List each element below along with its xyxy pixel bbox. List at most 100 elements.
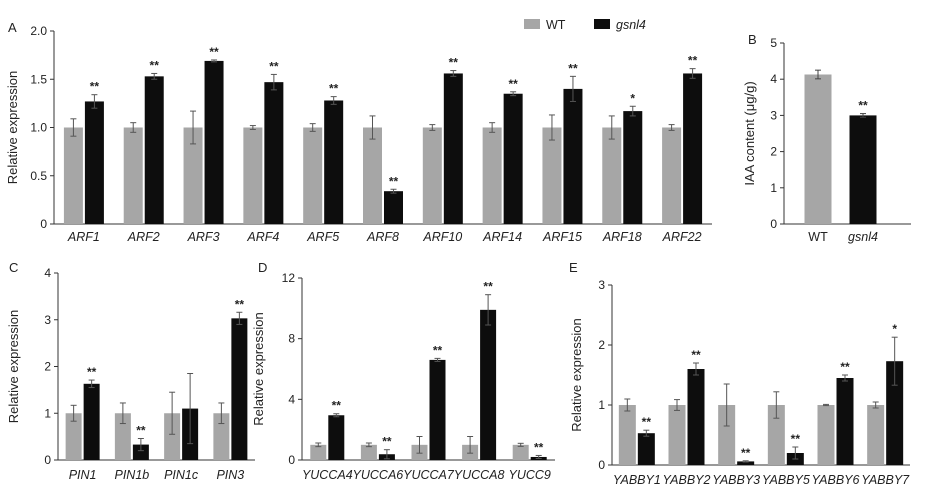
significance-label: ** <box>269 59 279 73</box>
panel-e: E 0 1 2 3 Relative expression ** YABBY1 ** YABBY2… <box>569 260 910 487</box>
panel-label: C <box>9 260 18 275</box>
bar-gsnl4 <box>637 433 655 465</box>
significance-label: ** <box>642 415 652 429</box>
bar-gsnl4 <box>836 378 854 465</box>
significance-label: ** <box>858 99 868 113</box>
category-label: YUCC9 <box>509 468 551 482</box>
bar-wt <box>310 444 327 460</box>
significance-label: ** <box>483 280 493 294</box>
category-label: ARF3 <box>187 230 220 244</box>
significance-label: ** <box>235 297 245 311</box>
y-tick-label: 1 <box>598 398 605 412</box>
y-tick-label: 2 <box>770 145 777 159</box>
y-tick-label: 1 <box>770 181 777 195</box>
bar-gsnl4 <box>144 76 164 224</box>
bar-wt <box>183 127 203 224</box>
bar-gsnl4 <box>231 318 248 460</box>
panel-a: A 0 0.5 1.0 1.5 2.0 Relative expression ** ARF1 *… <box>5 20 712 244</box>
category-label: PIN3 <box>216 468 244 482</box>
significance-label: ** <box>389 174 399 188</box>
category-label: PIN1b <box>115 468 150 482</box>
y-tick-label: 0.5 <box>30 169 47 183</box>
y-tick-label: 4 <box>770 72 777 86</box>
legend-swatch <box>594 19 610 29</box>
y-tick-label: 4 <box>288 392 295 406</box>
significance-label: ** <box>449 56 459 70</box>
bar-wt <box>63 127 83 224</box>
bar-gsnl4 <box>886 361 904 465</box>
bar-wt <box>164 413 181 460</box>
bar-gsnl4 <box>687 369 705 465</box>
bar-gsnl4 <box>563 88 583 225</box>
significance-label: * <box>630 91 635 105</box>
bar-gsnl4 <box>132 444 149 460</box>
y-tick-label: 0 <box>770 217 777 231</box>
y-tick-label: 12 <box>282 271 296 285</box>
bar-wt <box>65 413 82 460</box>
y-axis-label: IAA content (μg/g) <box>742 81 757 185</box>
bar-gsnl4 <box>480 309 497 460</box>
significance-label: ** <box>534 440 544 454</box>
category-label: PIN1c <box>164 468 199 482</box>
y-tick-label: 3 <box>44 313 51 327</box>
bar-gsnl4 <box>737 461 755 465</box>
bar-wt <box>542 127 562 224</box>
legend-swatch <box>524 19 540 29</box>
bar-wt <box>114 413 131 460</box>
panel-c: C 0 1 2 3 4 Relative expression ** PIN1 ** PIN1b PI… <box>6 260 255 482</box>
panel-b: B 0 1 2 3 4 5 IAA content (μg/g) WT ** gsnl4 <box>742 32 911 244</box>
bar-gsnl4 <box>328 415 345 460</box>
bar-gsnl4 <box>683 73 703 225</box>
panel-label: B <box>748 32 757 47</box>
bar-wt <box>767 405 785 465</box>
significance-label: ** <box>150 58 160 72</box>
bar-gsnl4 <box>204 60 224 224</box>
y-tick-label: 1.5 <box>30 72 47 86</box>
bar-gsnl4 <box>429 359 446 460</box>
y-tick-label: 3 <box>598 278 605 292</box>
category-label: YABBY6 <box>812 473 860 487</box>
significance-label: ** <box>508 77 518 91</box>
bar-gsnl4 <box>84 101 104 224</box>
category-label: YABBY1 <box>613 473 661 487</box>
y-tick-label: 1 <box>44 406 51 420</box>
category-label: ARF8 <box>366 230 399 244</box>
significance-label: ** <box>209 45 219 59</box>
y-axis-label: Relative expression <box>251 312 266 425</box>
bar-gsnl4 <box>83 383 100 460</box>
significance-label: ** <box>691 348 701 362</box>
bar-wt <box>482 127 502 224</box>
bar-wt <box>867 405 885 465</box>
y-tick-label: 2 <box>598 338 605 352</box>
category-label: ARF5 <box>306 230 339 244</box>
significance-label: ** <box>329 82 339 96</box>
bar-gsnl4 <box>384 191 403 224</box>
significance-label: ** <box>741 446 751 460</box>
bar-wt <box>422 127 442 224</box>
y-tick-label: 3 <box>770 108 777 122</box>
y-axis-label: Relative expression <box>6 310 21 423</box>
significance-label: ** <box>382 435 392 449</box>
panel-label: E <box>569 260 578 275</box>
category-label: ARF4 <box>246 230 279 244</box>
category-label: YABBY7 <box>861 473 910 487</box>
panel-label: D <box>258 260 267 275</box>
significance-label: ** <box>90 80 100 94</box>
category-label: ARF10 <box>422 230 462 244</box>
bar-gsnl4 <box>503 93 523 224</box>
bar-gsnl4 <box>264 82 284 225</box>
bar <box>804 74 832 224</box>
category-label: gsnl4 <box>848 230 878 244</box>
bar-wt <box>817 405 835 465</box>
category-label: YABBY2 <box>663 473 711 487</box>
y-tick-label: 2 <box>44 360 51 374</box>
significance-label: ** <box>568 61 578 75</box>
category-label: ARF1 <box>67 230 100 244</box>
category-label: ARF15 <box>542 230 582 244</box>
category-label: YABBY3 <box>712 473 760 487</box>
category-label: YUCCA6 <box>353 468 404 482</box>
y-tick-label: 1.0 <box>30 121 47 135</box>
legend: WT gsnl4 <box>524 18 646 32</box>
category-label: PIN1 <box>69 468 97 482</box>
category-label: YABBY5 <box>762 473 810 487</box>
